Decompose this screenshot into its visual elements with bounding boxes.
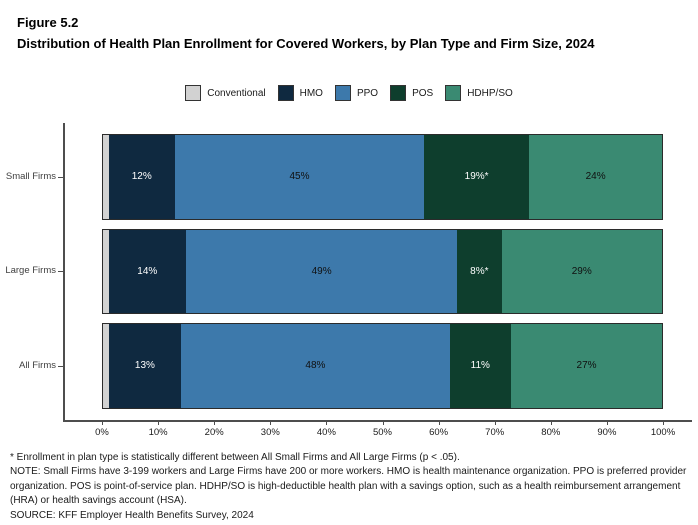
bar-segment-value-label: 13% bbox=[134, 360, 155, 372]
bar-segment-hdhp-so: 27% bbox=[511, 324, 662, 408]
bar-segment-value-label: 24% bbox=[585, 171, 606, 183]
legend-swatch-icon bbox=[185, 85, 202, 101]
legend-label: POS bbox=[412, 87, 434, 99]
legend-label: Conventional bbox=[207, 87, 266, 99]
bar-segment-ppo: 48% bbox=[181, 324, 450, 408]
bar-row-large-firms: 14% 49% 8%* 29% bbox=[102, 228, 663, 314]
bar-segment-pos: 8%* bbox=[457, 229, 502, 313]
legend-swatch-icon bbox=[277, 85, 294, 101]
bar-segment-conventional bbox=[103, 135, 109, 219]
legend-swatch-icon bbox=[334, 85, 351, 101]
legend-label: PPO bbox=[356, 87, 379, 99]
x-axis-tick bbox=[606, 421, 608, 425]
legend-swatch-icon bbox=[390, 85, 407, 101]
bar-segment-value-label: 14% bbox=[137, 265, 158, 277]
x-axis-tick-label: 90% bbox=[597, 427, 617, 438]
x-axis-tick bbox=[102, 421, 103, 425]
x-axis-tick bbox=[158, 421, 160, 425]
bar-segment-hdhp-so: 24% bbox=[529, 135, 662, 219]
bar-segment-pos: 11% bbox=[449, 324, 512, 408]
bar-segment-value-label: 12% bbox=[131, 171, 152, 183]
bar-segment-value-label: 48% bbox=[305, 360, 326, 372]
x-axis-tick-label: 40% bbox=[316, 427, 336, 438]
figure-title: Distribution of Health Plan Enrollment f… bbox=[17, 36, 595, 51]
x-axis-tick bbox=[438, 421, 440, 425]
x-axis-tick-label: 100% bbox=[650, 427, 676, 438]
bar-segment-conventional bbox=[103, 229, 109, 313]
bar-segment-value-label: 19%* bbox=[464, 171, 489, 183]
bar-segment-value-label: 8%* bbox=[470, 265, 489, 277]
title-block: Figure 5.2 Distribution of Health Plan E… bbox=[17, 12, 677, 54]
x-axis-line bbox=[63, 420, 692, 422]
bar-segment-conventional bbox=[103, 324, 109, 408]
bar-row-all-firms: 13% 48% 11% 27% bbox=[102, 323, 663, 409]
y-axis-label-large-firms: Large Firms bbox=[5, 265, 56, 277]
x-axis-tick bbox=[270, 421, 272, 425]
bar-segment-value-label: 45% bbox=[289, 171, 310, 183]
legend-item-hdhp-so: HDHP/SO bbox=[445, 85, 513, 101]
x-axis-tick-label: 30% bbox=[260, 427, 280, 438]
legend-swatch-icon bbox=[445, 85, 462, 101]
y-axis-tick bbox=[58, 176, 63, 178]
bar-segment-value-label: 11% bbox=[470, 360, 490, 372]
legend-item-hmo: HMO bbox=[277, 85, 323, 101]
x-axis-tick bbox=[494, 421, 496, 425]
bar-segment-hmo: 13% bbox=[108, 324, 182, 408]
x-axis-tick bbox=[326, 421, 328, 425]
bar-row-small-firms: 12% 45% 19%* 24% bbox=[102, 134, 663, 220]
x-axis-tick bbox=[550, 421, 552, 425]
bar-segment-value-label: 27% bbox=[576, 360, 597, 372]
x-axis-tick bbox=[663, 421, 664, 425]
chart-legend: Conventional HMO PPO POS HDHP/SO bbox=[0, 85, 698, 101]
x-axis-tick-label: 20% bbox=[204, 427, 224, 438]
y-axis-line bbox=[63, 123, 65, 421]
x-axis-tick-label: 0% bbox=[95, 427, 109, 438]
x-axis-tick-label: 80% bbox=[541, 427, 561, 438]
legend-item-ppo: PPO bbox=[334, 85, 379, 101]
y-axis-label-all-firms: All Firms bbox=[19, 359, 56, 371]
definition-note: NOTE: Small Firms have 3-199 workers and… bbox=[10, 466, 687, 507]
x-axis-tick bbox=[214, 421, 216, 425]
stacked-bar-chart: 12% 45% 19%* 24% Small Firms 14% 49% 8%* 29% Larg… bbox=[5, 123, 692, 438]
x-axis-tick-label: 60% bbox=[429, 427, 449, 438]
asterisk-note: * Enrollment in plan type is statistical… bbox=[10, 452, 460, 463]
figure-number: Figure 5.2 bbox=[17, 15, 79, 30]
x-axis-tick-label: 70% bbox=[485, 427, 505, 438]
source-note: SOURCE: KFF Employer Health Benefits Sur… bbox=[10, 509, 254, 521]
bar-segment-hdhp-so: 29% bbox=[501, 229, 662, 313]
footnotes: * Enrollment in plan type is statistical… bbox=[10, 451, 696, 523]
legend-item-conventional: Conventional bbox=[185, 85, 266, 101]
bar-segment-ppo: 49% bbox=[186, 229, 458, 313]
bar-segment-hmo: 12% bbox=[108, 135, 175, 219]
x-axis-tick bbox=[382, 421, 384, 425]
bar-segment-hmo: 14% bbox=[108, 229, 187, 313]
bar-segment-ppo: 45% bbox=[174, 135, 425, 219]
x-axis-tick-label: 10% bbox=[148, 427, 168, 438]
y-axis-tick bbox=[58, 365, 63, 367]
legend-label: HDHP/SO bbox=[467, 87, 513, 99]
y-axis-tick bbox=[58, 271, 63, 273]
legend-label: HMO bbox=[299, 87, 323, 99]
legend-item-pos: POS bbox=[390, 85, 433, 101]
bar-segment-pos: 19%* bbox=[424, 135, 530, 219]
bar-segment-value-label: 49% bbox=[311, 265, 332, 277]
x-axis-tick-label: 50% bbox=[372, 427, 392, 438]
bar-segment-value-label: 29% bbox=[571, 265, 592, 277]
y-axis-label-small-firms: Small Firms bbox=[5, 170, 56, 182]
